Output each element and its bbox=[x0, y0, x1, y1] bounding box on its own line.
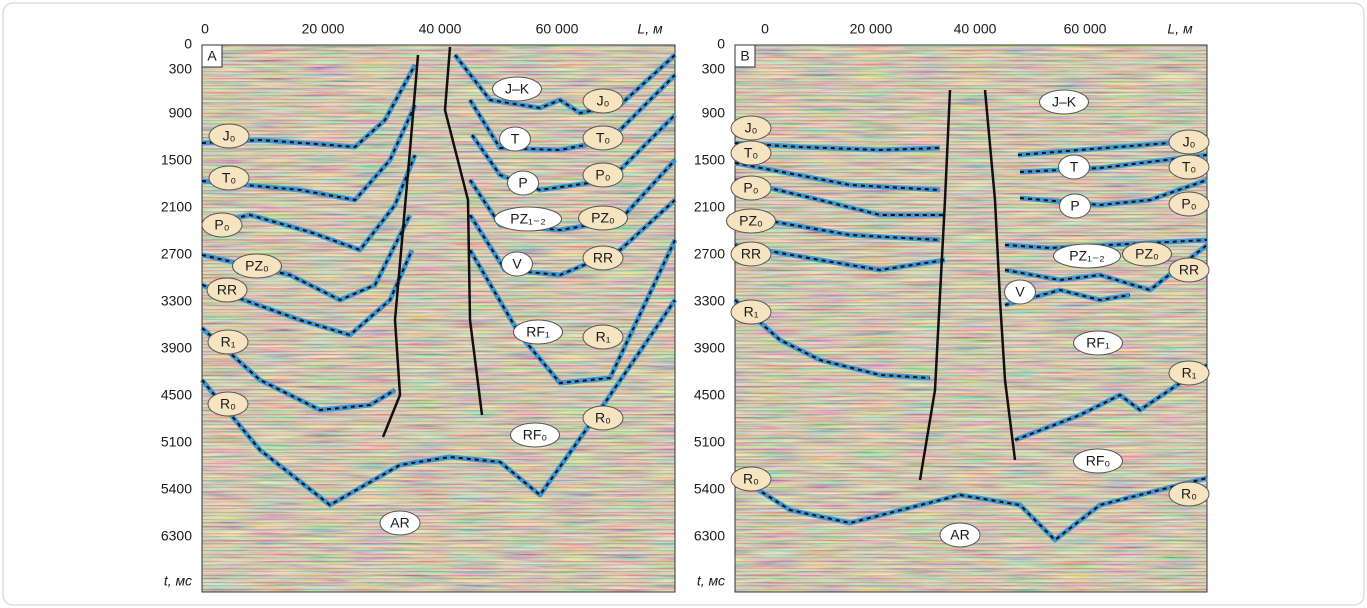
x-tick-label: 20 000 bbox=[850, 21, 893, 37]
x-tick-label: 60 000 bbox=[1064, 21, 1107, 37]
layer-label: P bbox=[518, 175, 527, 191]
x-axis-label: L, м bbox=[637, 21, 663, 37]
layer-label: PZ₀ bbox=[739, 213, 763, 229]
page: A020 00040 00060 000L, м0300900150021002… bbox=[0, 0, 1367, 608]
panel-label: B bbox=[740, 48, 749, 64]
layer-label: PZ₁₋₂ bbox=[510, 211, 545, 227]
layer-label: V bbox=[512, 256, 522, 272]
layer-label: R₁ bbox=[596, 329, 611, 345]
layer-label: RR bbox=[741, 246, 761, 262]
x-tick-label: 0 bbox=[761, 21, 769, 37]
y-tick-label: 1500 bbox=[694, 152, 725, 168]
y-tick-label: 5100 bbox=[694, 434, 725, 450]
x-tick-label: 40 000 bbox=[419, 21, 462, 37]
layer-label: T bbox=[1070, 159, 1079, 175]
layer-label: R₀ bbox=[595, 410, 611, 426]
layer-label: PZ₀ bbox=[1135, 246, 1159, 262]
layer-label: RF₁ bbox=[1086, 335, 1110, 351]
y-axis-label: t, мс bbox=[164, 573, 192, 589]
x-tick-label: 60 000 bbox=[536, 21, 579, 37]
layer-label: T₀ bbox=[1182, 159, 1197, 175]
section-b-image bbox=[735, 45, 1207, 592]
layer-label: J₀ bbox=[1183, 134, 1196, 150]
layer-label: R₁ bbox=[221, 334, 236, 350]
layer-label: P₀ bbox=[214, 217, 229, 233]
y-tick-label: 1500 bbox=[161, 152, 192, 168]
y-tick-label: 2700 bbox=[161, 246, 192, 262]
y-tick-label: 2100 bbox=[694, 199, 725, 215]
y-tick-label: 5400 bbox=[161, 481, 192, 497]
layer-label: PZ₀ bbox=[591, 210, 615, 226]
y-tick-label: 5400 bbox=[694, 481, 725, 497]
x-axis-label: L, м bbox=[1167, 21, 1193, 37]
y-tick-label: 0 bbox=[717, 36, 725, 52]
layer-label: J₀ bbox=[223, 128, 236, 144]
y-tick-label: 6300 bbox=[694, 528, 725, 544]
layer-label: RR bbox=[1179, 262, 1199, 278]
y-tick-label: 4500 bbox=[694, 387, 725, 403]
layer-label: J–K bbox=[505, 81, 530, 97]
layer-label: P bbox=[1070, 198, 1079, 214]
panel-label: A bbox=[207, 48, 217, 64]
y-tick-label: 300 bbox=[169, 61, 193, 77]
layer-label: RF₁ bbox=[526, 324, 550, 340]
layer-label: T bbox=[511, 131, 520, 147]
layer-label: V bbox=[1015, 284, 1025, 300]
y-tick-label: 5100 bbox=[161, 434, 192, 450]
layer-label: J₀ bbox=[597, 93, 610, 109]
x-tick-label: 40 000 bbox=[954, 21, 997, 37]
layer-label: J–K bbox=[1052, 94, 1077, 110]
layer-label: RR bbox=[593, 250, 613, 266]
layer-label: R₀ bbox=[220, 396, 236, 412]
layer-label: RF₀ bbox=[1086, 453, 1111, 469]
layer-label: T₀ bbox=[222, 170, 237, 186]
y-tick-label: 2100 bbox=[161, 199, 192, 215]
y-tick-label: 900 bbox=[702, 105, 726, 121]
layer-label: T₀ bbox=[596, 130, 611, 146]
layer-label: T₀ bbox=[744, 145, 759, 161]
y-tick-label: 4500 bbox=[161, 387, 192, 403]
y-tick-label: 3900 bbox=[161, 340, 192, 356]
y-tick-label: 0 bbox=[184, 36, 192, 52]
layer-label: R₁ bbox=[1182, 365, 1197, 381]
layer-label: P₀ bbox=[743, 180, 758, 196]
y-tick-label: 3900 bbox=[694, 340, 725, 356]
layer-label: RF₀ bbox=[523, 427, 548, 443]
y-axis-label: t, мс bbox=[697, 573, 725, 589]
layer-label: R₀ bbox=[1181, 486, 1197, 502]
layer-label: P₀ bbox=[1181, 196, 1196, 212]
x-tick-label: 20 000 bbox=[302, 21, 345, 37]
figure: A020 00040 00060 000L, м0300900150021002… bbox=[0, 0, 1367, 608]
y-tick-label: 6300 bbox=[161, 528, 192, 544]
layer-label: RR bbox=[217, 282, 237, 298]
layer-label: R₀ bbox=[743, 471, 759, 487]
y-tick-label: 3300 bbox=[161, 293, 192, 309]
x-tick-label: 0 bbox=[201, 21, 209, 37]
layer-label: J₀ bbox=[745, 120, 758, 136]
y-tick-label: 2700 bbox=[694, 246, 725, 262]
layer-label: AR bbox=[950, 527, 969, 543]
layer-label: PZ₀ bbox=[245, 258, 269, 274]
layer-label: P₀ bbox=[595, 167, 610, 183]
layer-label: PZ₁₋₂ bbox=[1069, 248, 1104, 264]
layer-label: R₁ bbox=[744, 304, 759, 320]
y-tick-label: 300 bbox=[702, 61, 726, 77]
y-tick-label: 3300 bbox=[694, 293, 725, 309]
layer-label: AR bbox=[390, 515, 409, 531]
y-tick-label: 900 bbox=[169, 105, 193, 121]
